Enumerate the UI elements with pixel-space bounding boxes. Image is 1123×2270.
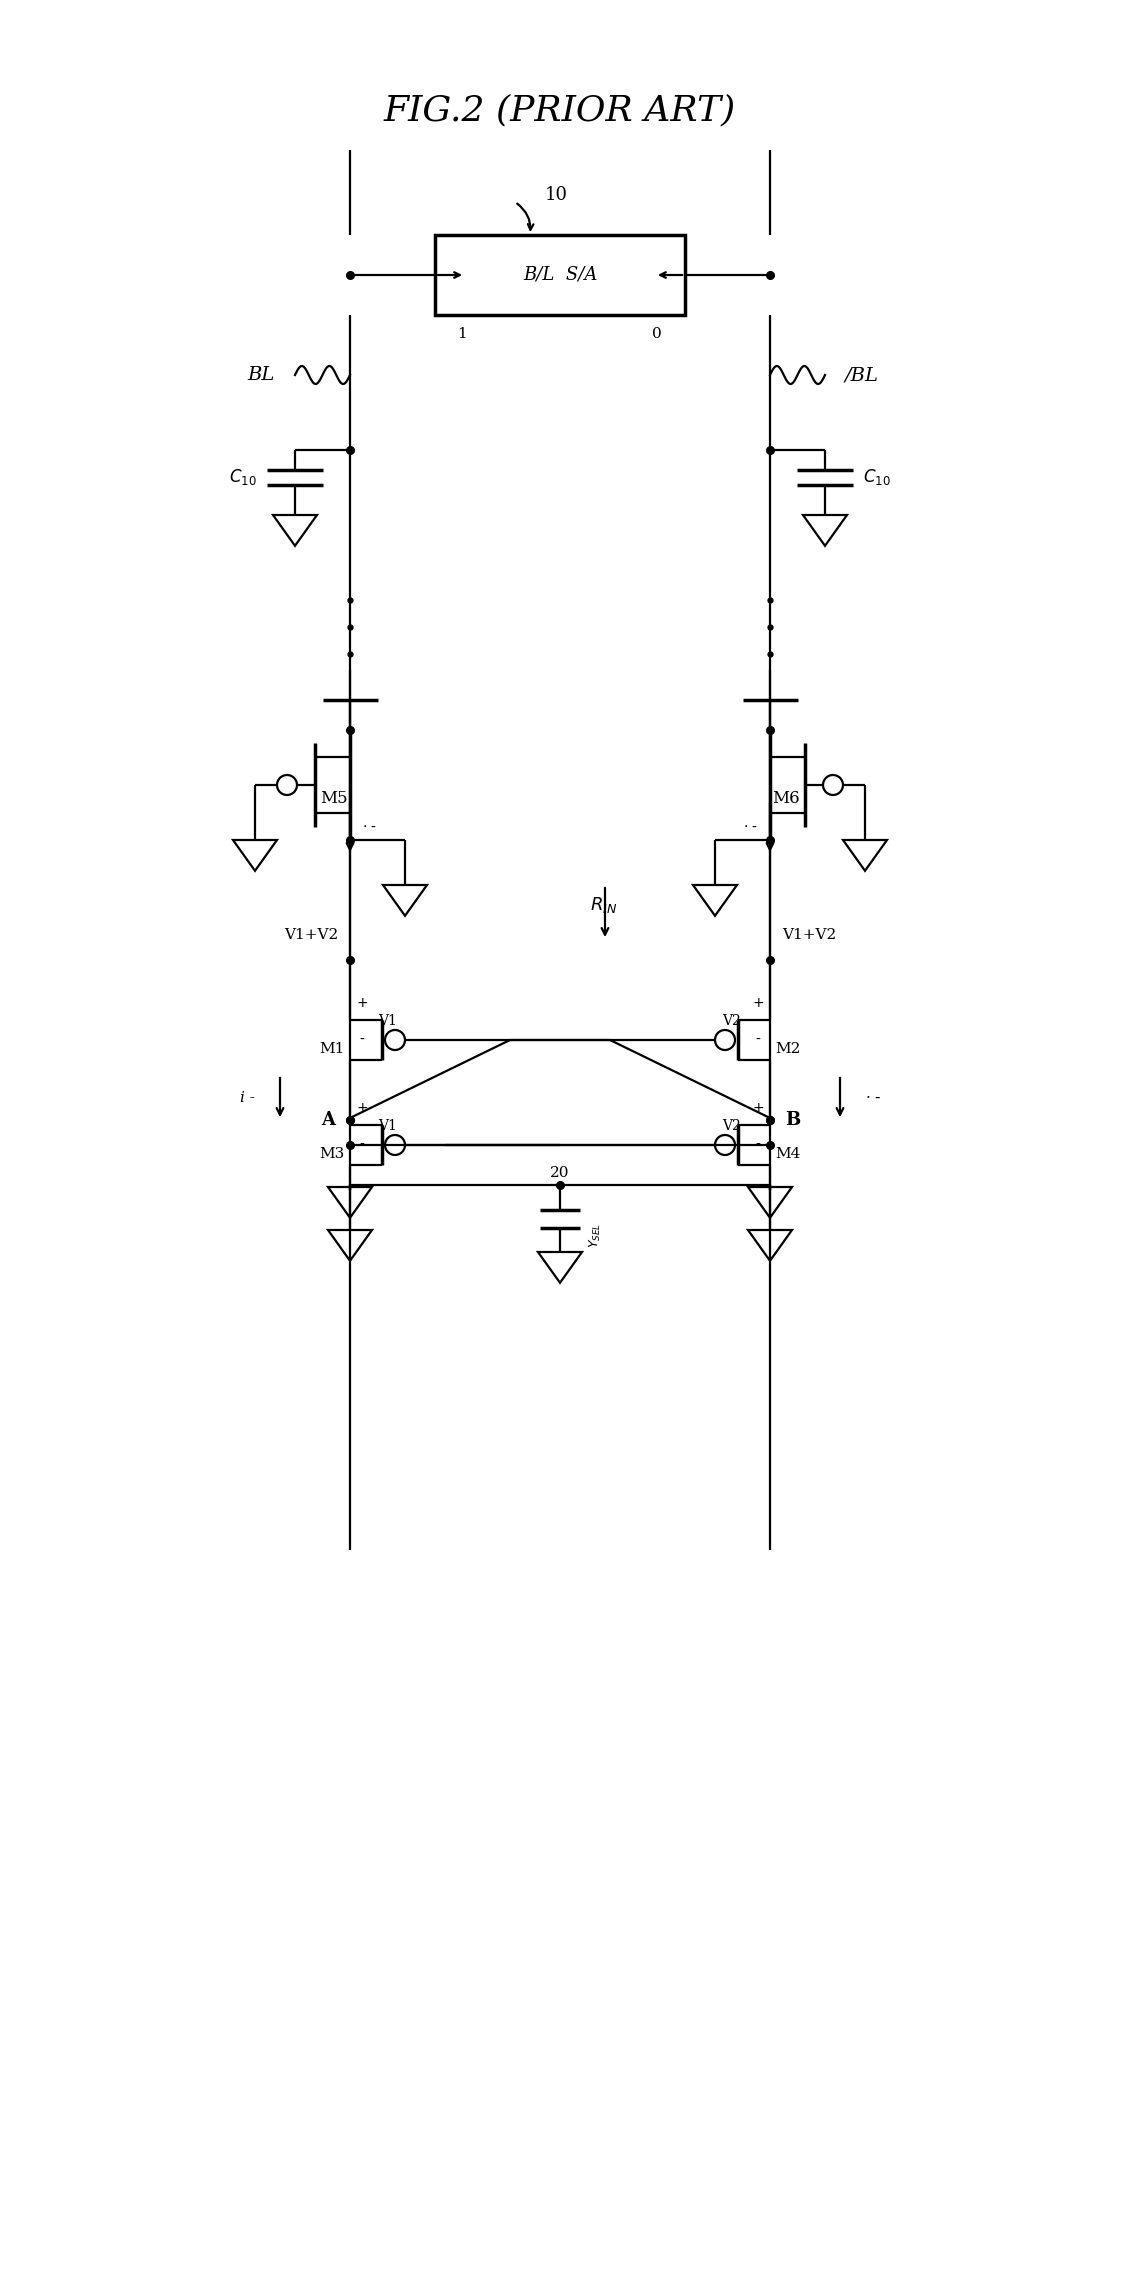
Text: +: +: [752, 1101, 764, 1115]
Text: M4: M4: [775, 1146, 801, 1160]
Text: V1: V1: [378, 1015, 398, 1028]
Text: $\cdot$ -: $\cdot$ -: [362, 819, 377, 833]
Text: M1: M1: [320, 1042, 345, 1056]
Text: M3: M3: [320, 1146, 345, 1160]
Text: $C_{10}$: $C_{10}$: [862, 468, 891, 488]
Text: $\cdot$ -: $\cdot$ -: [743, 819, 758, 833]
Text: 1: 1: [457, 327, 467, 340]
Text: 0: 0: [652, 327, 661, 340]
Text: +: +: [356, 997, 368, 1010]
Text: V1: V1: [378, 1119, 398, 1133]
Text: +: +: [356, 1101, 368, 1115]
Text: -: -: [756, 1137, 760, 1151]
Text: $\cdot$ -: $\cdot$ -: [865, 1090, 882, 1105]
Text: 20: 20: [550, 1167, 569, 1180]
Text: V2: V2: [722, 1015, 741, 1028]
Text: V1+V2: V1+V2: [782, 928, 837, 942]
Bar: [435, 236, 685, 316]
Text: -: -: [359, 1137, 365, 1151]
Text: $C_{10}$: $C_{10}$: [229, 468, 257, 488]
Text: BL: BL: [248, 365, 275, 384]
Text: M6: M6: [773, 790, 800, 808]
Text: -: -: [756, 1033, 760, 1046]
Text: V1+V2: V1+V2: [284, 928, 338, 942]
Text: B: B: [785, 1110, 801, 1128]
Text: /BL: /BL: [844, 365, 879, 384]
Text: A: A: [321, 1110, 335, 1128]
Text: B/L  S/A: B/L S/A: [523, 266, 597, 284]
Text: $R_{IN}$: $R_{IN}$: [590, 894, 618, 915]
Text: +: +: [752, 997, 764, 1010]
Text: V2: V2: [722, 1119, 741, 1133]
Text: M2: M2: [775, 1042, 801, 1056]
Text: M5: M5: [320, 790, 348, 808]
Text: $Y_{SEL}$: $Y_{SEL}$: [588, 1224, 603, 1248]
Text: FIG.2 (PRIOR ART): FIG.2 (PRIOR ART): [384, 93, 736, 127]
Text: -: -: [359, 1033, 365, 1046]
Text: i -: i -: [240, 1092, 255, 1105]
Text: 10: 10: [545, 186, 568, 204]
